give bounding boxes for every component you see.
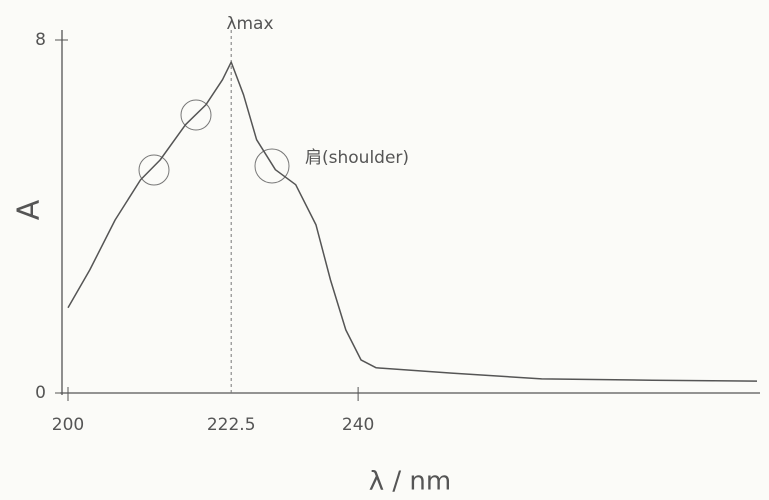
chart: λmax 肩(shoulder) A λ / nm 0 8 200 222.5 240 — [0, 0, 769, 500]
x-tick-label: 200 — [52, 415, 84, 435]
x-tick-label: 222.5 — [207, 415, 256, 435]
x-tick-label: 240 — [342, 415, 374, 435]
annotation: λmax — [226, 14, 273, 34]
x-axis-label: λ / nm — [369, 467, 451, 497]
shoulder-circle — [139, 155, 169, 185]
y-tick-label: 0 — [35, 383, 46, 403]
y-tick-label: 8 — [35, 30, 46, 50]
annotation: 肩(shoulder) — [305, 148, 409, 168]
y-axis-label: A — [12, 199, 47, 220]
spectrum-line — [68, 62, 757, 381]
shoulder-circle — [255, 149, 289, 183]
